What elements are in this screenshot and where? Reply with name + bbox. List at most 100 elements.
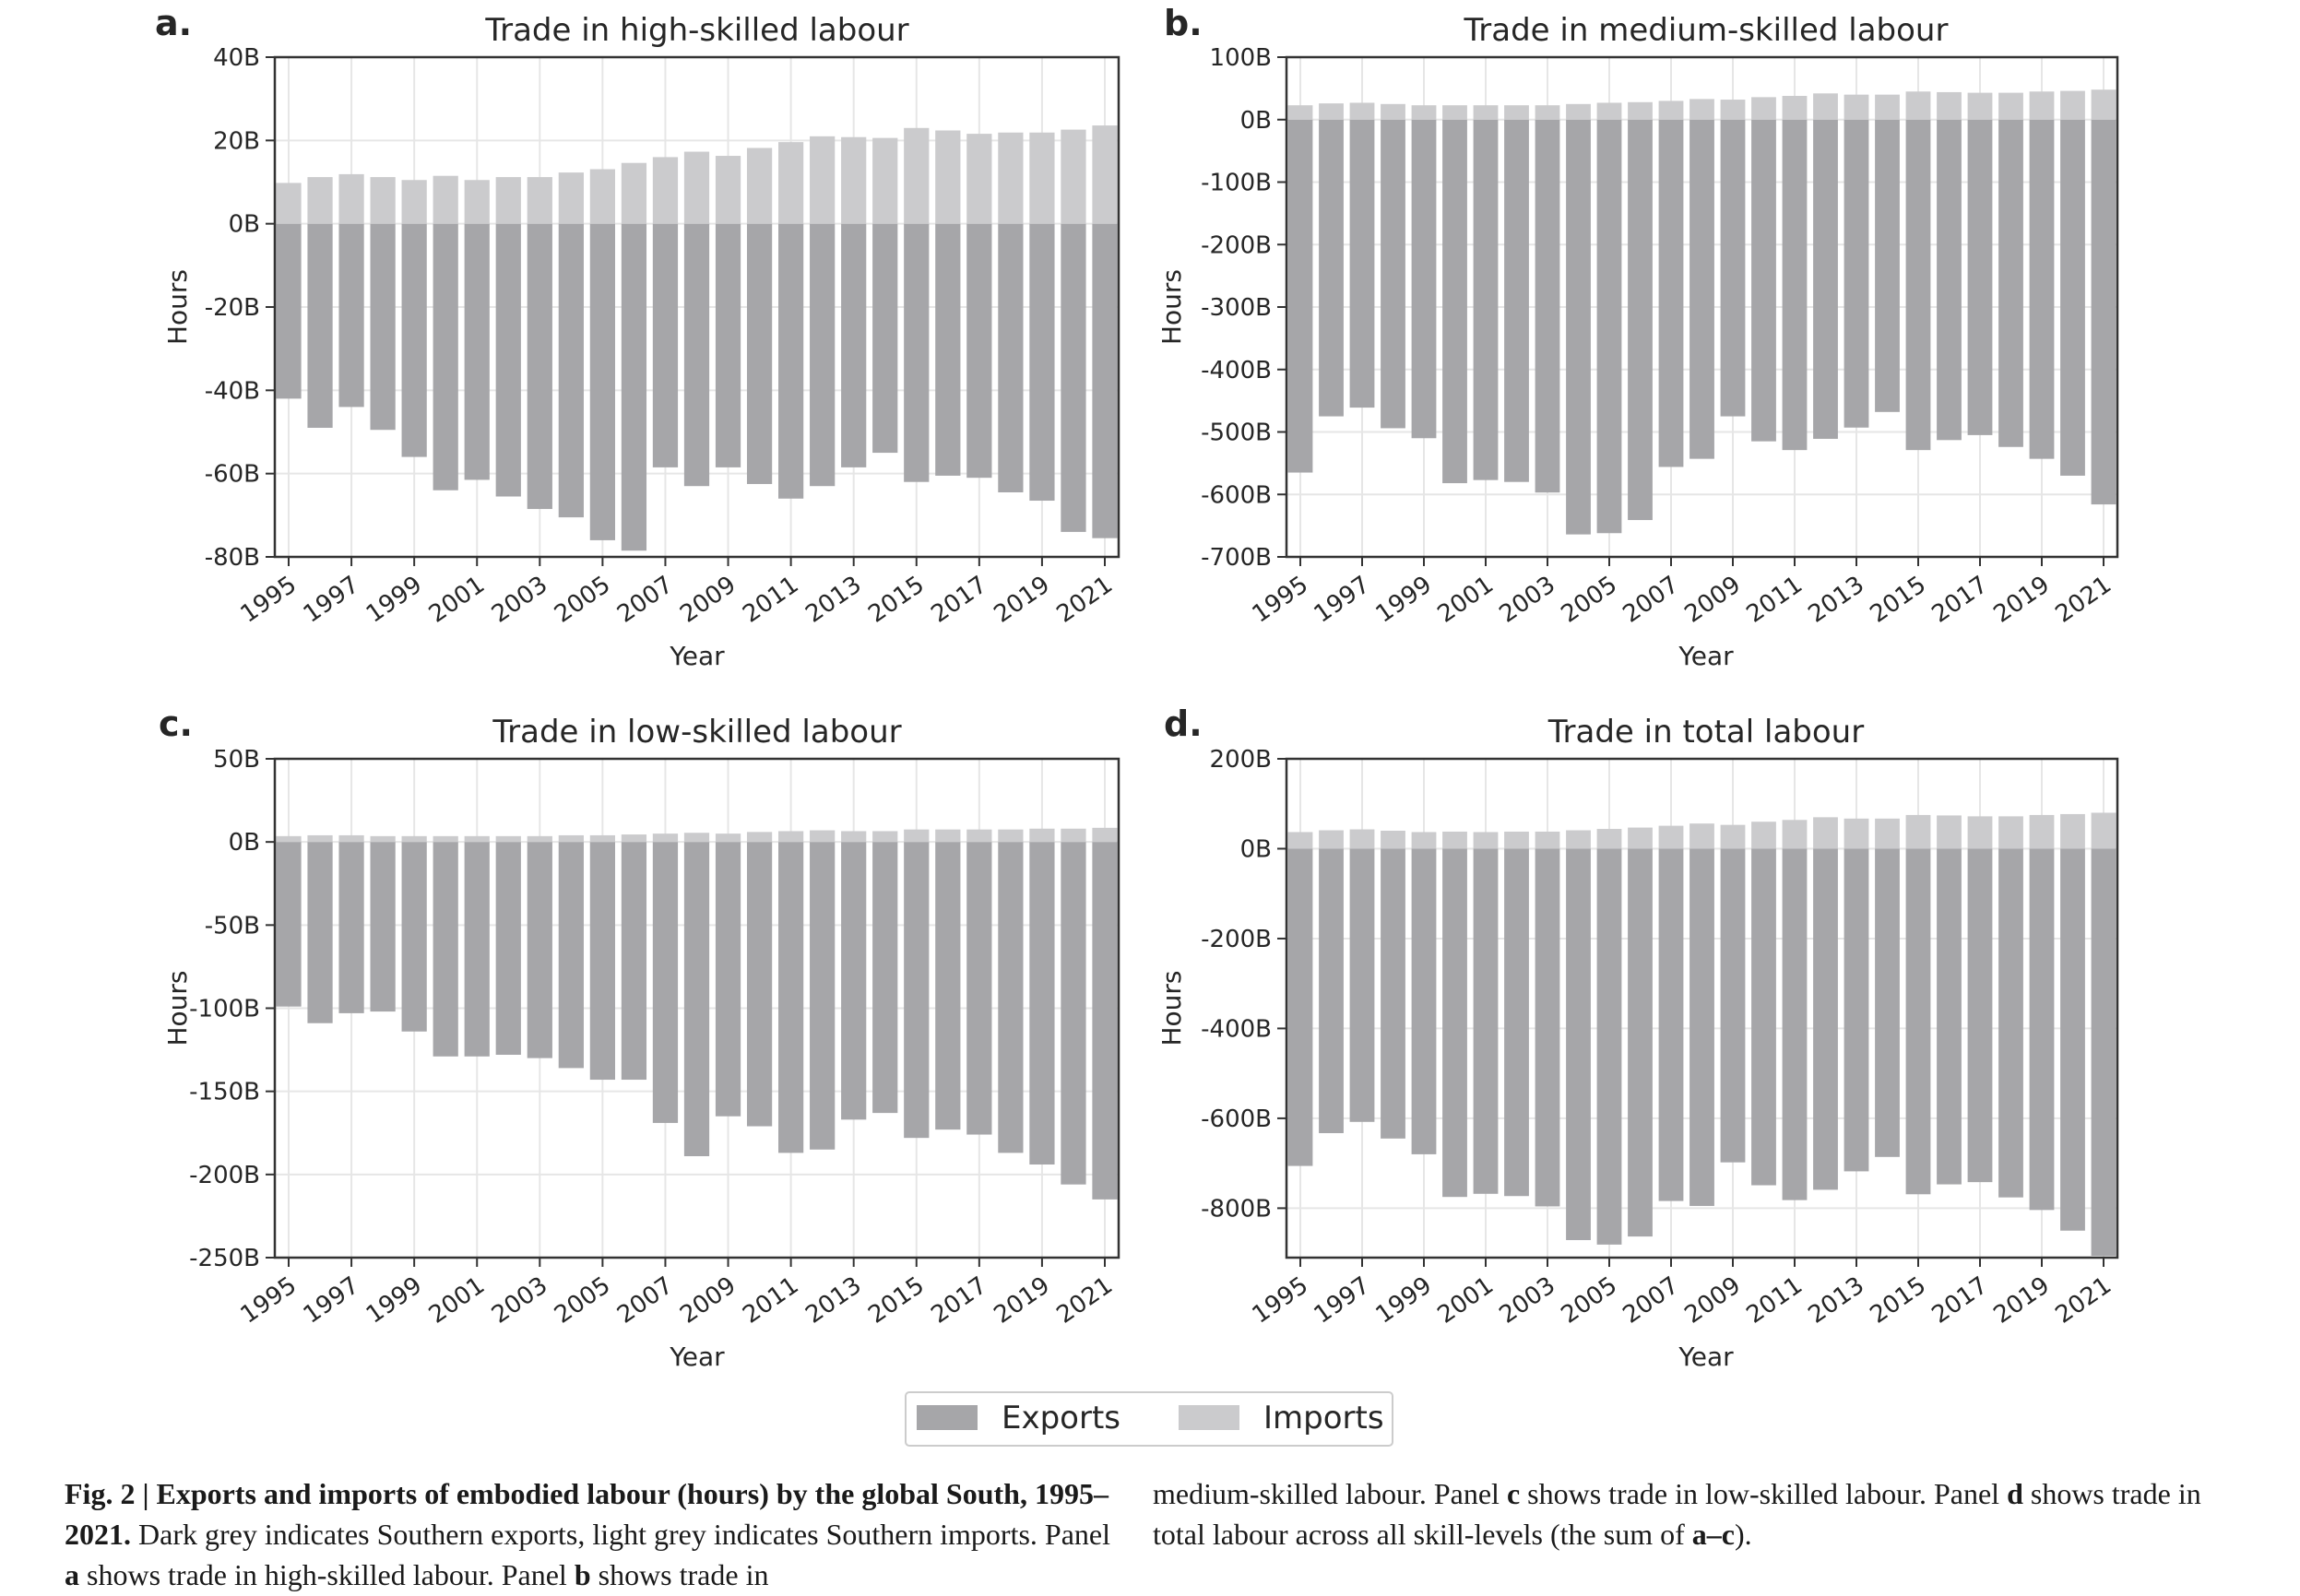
export-bar — [621, 223, 647, 551]
export-bar — [1411, 119, 1437, 439]
import-bar — [715, 833, 741, 843]
axes-frame — [1285, 757, 2119, 1259]
export-bar — [1596, 848, 1622, 1245]
export-bar — [433, 223, 458, 491]
import-bar — [1628, 827, 1653, 849]
x-tick-label: 2011 — [738, 1271, 803, 1330]
import-bar — [589, 834, 615, 843]
export-bar — [307, 223, 333, 428]
import-bar — [1092, 125, 1118, 224]
y-tick-label: 0B — [229, 211, 260, 239]
y-tick-label: 40B — [213, 44, 260, 72]
export-bar — [2091, 848, 2116, 1257]
x-axis-label: Year — [669, 1342, 725, 1372]
import-bar — [401, 835, 427, 843]
import-bar — [1689, 823, 1714, 849]
import-bar — [370, 835, 396, 843]
import-bar — [1937, 815, 1962, 849]
import-bar — [464, 180, 490, 224]
x-tick-label: 2001 — [1433, 571, 1499, 629]
import-bar — [1967, 816, 1993, 849]
x-tick-label: 2009 — [675, 1271, 741, 1330]
export-bar — [1905, 848, 1931, 1195]
x-tick-label: 2007 — [1618, 571, 1684, 629]
import-bar — [872, 137, 898, 224]
export-bar — [1905, 119, 1931, 451]
import-bar — [1061, 129, 1086, 224]
y-tick-label: 100B — [1210, 44, 1272, 72]
x-tick-label: 2003 — [487, 1271, 552, 1330]
legend: Exports Imports — [905, 1391, 1393, 1447]
export-bar — [1967, 848, 1993, 1183]
export-bar — [652, 223, 679, 467]
export-bar — [872, 223, 898, 454]
export-bar — [1535, 848, 1560, 1207]
import-bar — [307, 177, 333, 224]
legend-imports-swatch — [1179, 1405, 1239, 1430]
import-bar — [1504, 105, 1529, 120]
import-bar — [1751, 822, 1776, 849]
import-bar — [1411, 105, 1437, 120]
x-tick-label: 2001 — [424, 571, 490, 629]
y-tick-label: -200B — [189, 1162, 260, 1189]
export-bar — [1504, 848, 1529, 1197]
export-bar — [1751, 119, 1776, 442]
caption-panel-a: a — [65, 1558, 79, 1591]
import-bar — [1628, 101, 1653, 120]
export-bar — [495, 842, 521, 1055]
import-bar — [1813, 817, 1838, 849]
x-tick-label: 2003 — [1495, 1271, 1560, 1330]
import-bar — [1473, 105, 1499, 120]
export-bar — [1844, 848, 1869, 1172]
import-bar — [998, 829, 1024, 843]
import-bar — [276, 835, 302, 843]
import-bar — [683, 833, 710, 843]
import-bar — [1875, 818, 1900, 849]
export-bar — [966, 223, 992, 479]
import-bar — [589, 169, 615, 224]
export-bar — [935, 842, 961, 1130]
x-tick-label: 2013 — [800, 1271, 866, 1330]
import-bar — [746, 832, 773, 843]
x-tick-label: 2007 — [1618, 1271, 1684, 1330]
y-tick-label: 0B — [1240, 835, 1272, 863]
export-bar — [1596, 119, 1622, 534]
export-bar — [1844, 119, 1869, 428]
export-bar — [1029, 223, 1055, 502]
x-tick-label: 1997 — [299, 1271, 364, 1330]
export-bar — [495, 223, 521, 497]
export-bar — [1029, 842, 1055, 1165]
export-bar — [621, 842, 647, 1081]
export-bar — [935, 223, 961, 476]
import-bar — [1658, 100, 1684, 120]
import-bar — [1029, 132, 1055, 224]
panel-title: Trade in medium-skilled labour — [1464, 12, 1949, 49]
y-tick-label: -50B — [205, 912, 260, 940]
x-tick-label: 2011 — [738, 571, 803, 629]
chart-panel-b: 100B 0B -100B -200B -300B -400B -500B -600B -700… — [1156, 3, 2119, 671]
x-tick-label: 2021 — [2051, 1271, 2116, 1330]
export-bar — [778, 223, 804, 499]
x-tick-label: 2011 — [1742, 571, 1808, 629]
export-bar — [338, 223, 364, 408]
import-bar — [966, 134, 992, 224]
x-tick-label: 2005 — [1557, 571, 1622, 629]
import-bar — [1844, 818, 1869, 849]
import-bar — [778, 142, 804, 224]
import-bar — [1566, 830, 1591, 849]
y-tick-label: -700B — [1201, 544, 1272, 572]
import-bar — [621, 834, 647, 843]
chart-panel-d: 200B0B-200B-400B-600B-800B19951997199920… — [1156, 703, 2119, 1372]
import-bar — [307, 834, 333, 843]
caption-figure-label: Fig. 2 | Exports and imports of embodied… — [65, 1477, 1109, 1551]
import-bar — [495, 177, 521, 224]
export-bar — [370, 223, 396, 431]
y-tick-label: -600B — [1201, 481, 1272, 509]
caption-column-right: medium-skilled labour. Panel c shows tra… — [1153, 1473, 2213, 1595]
import-bar — [558, 834, 584, 843]
export-bar — [1092, 842, 1118, 1200]
panel-letter: c. — [159, 703, 193, 744]
x-tick-label: 2017 — [1927, 571, 1993, 629]
x-tick-label: 2009 — [675, 571, 741, 629]
x-tick-label: 2021 — [1052, 571, 1118, 629]
